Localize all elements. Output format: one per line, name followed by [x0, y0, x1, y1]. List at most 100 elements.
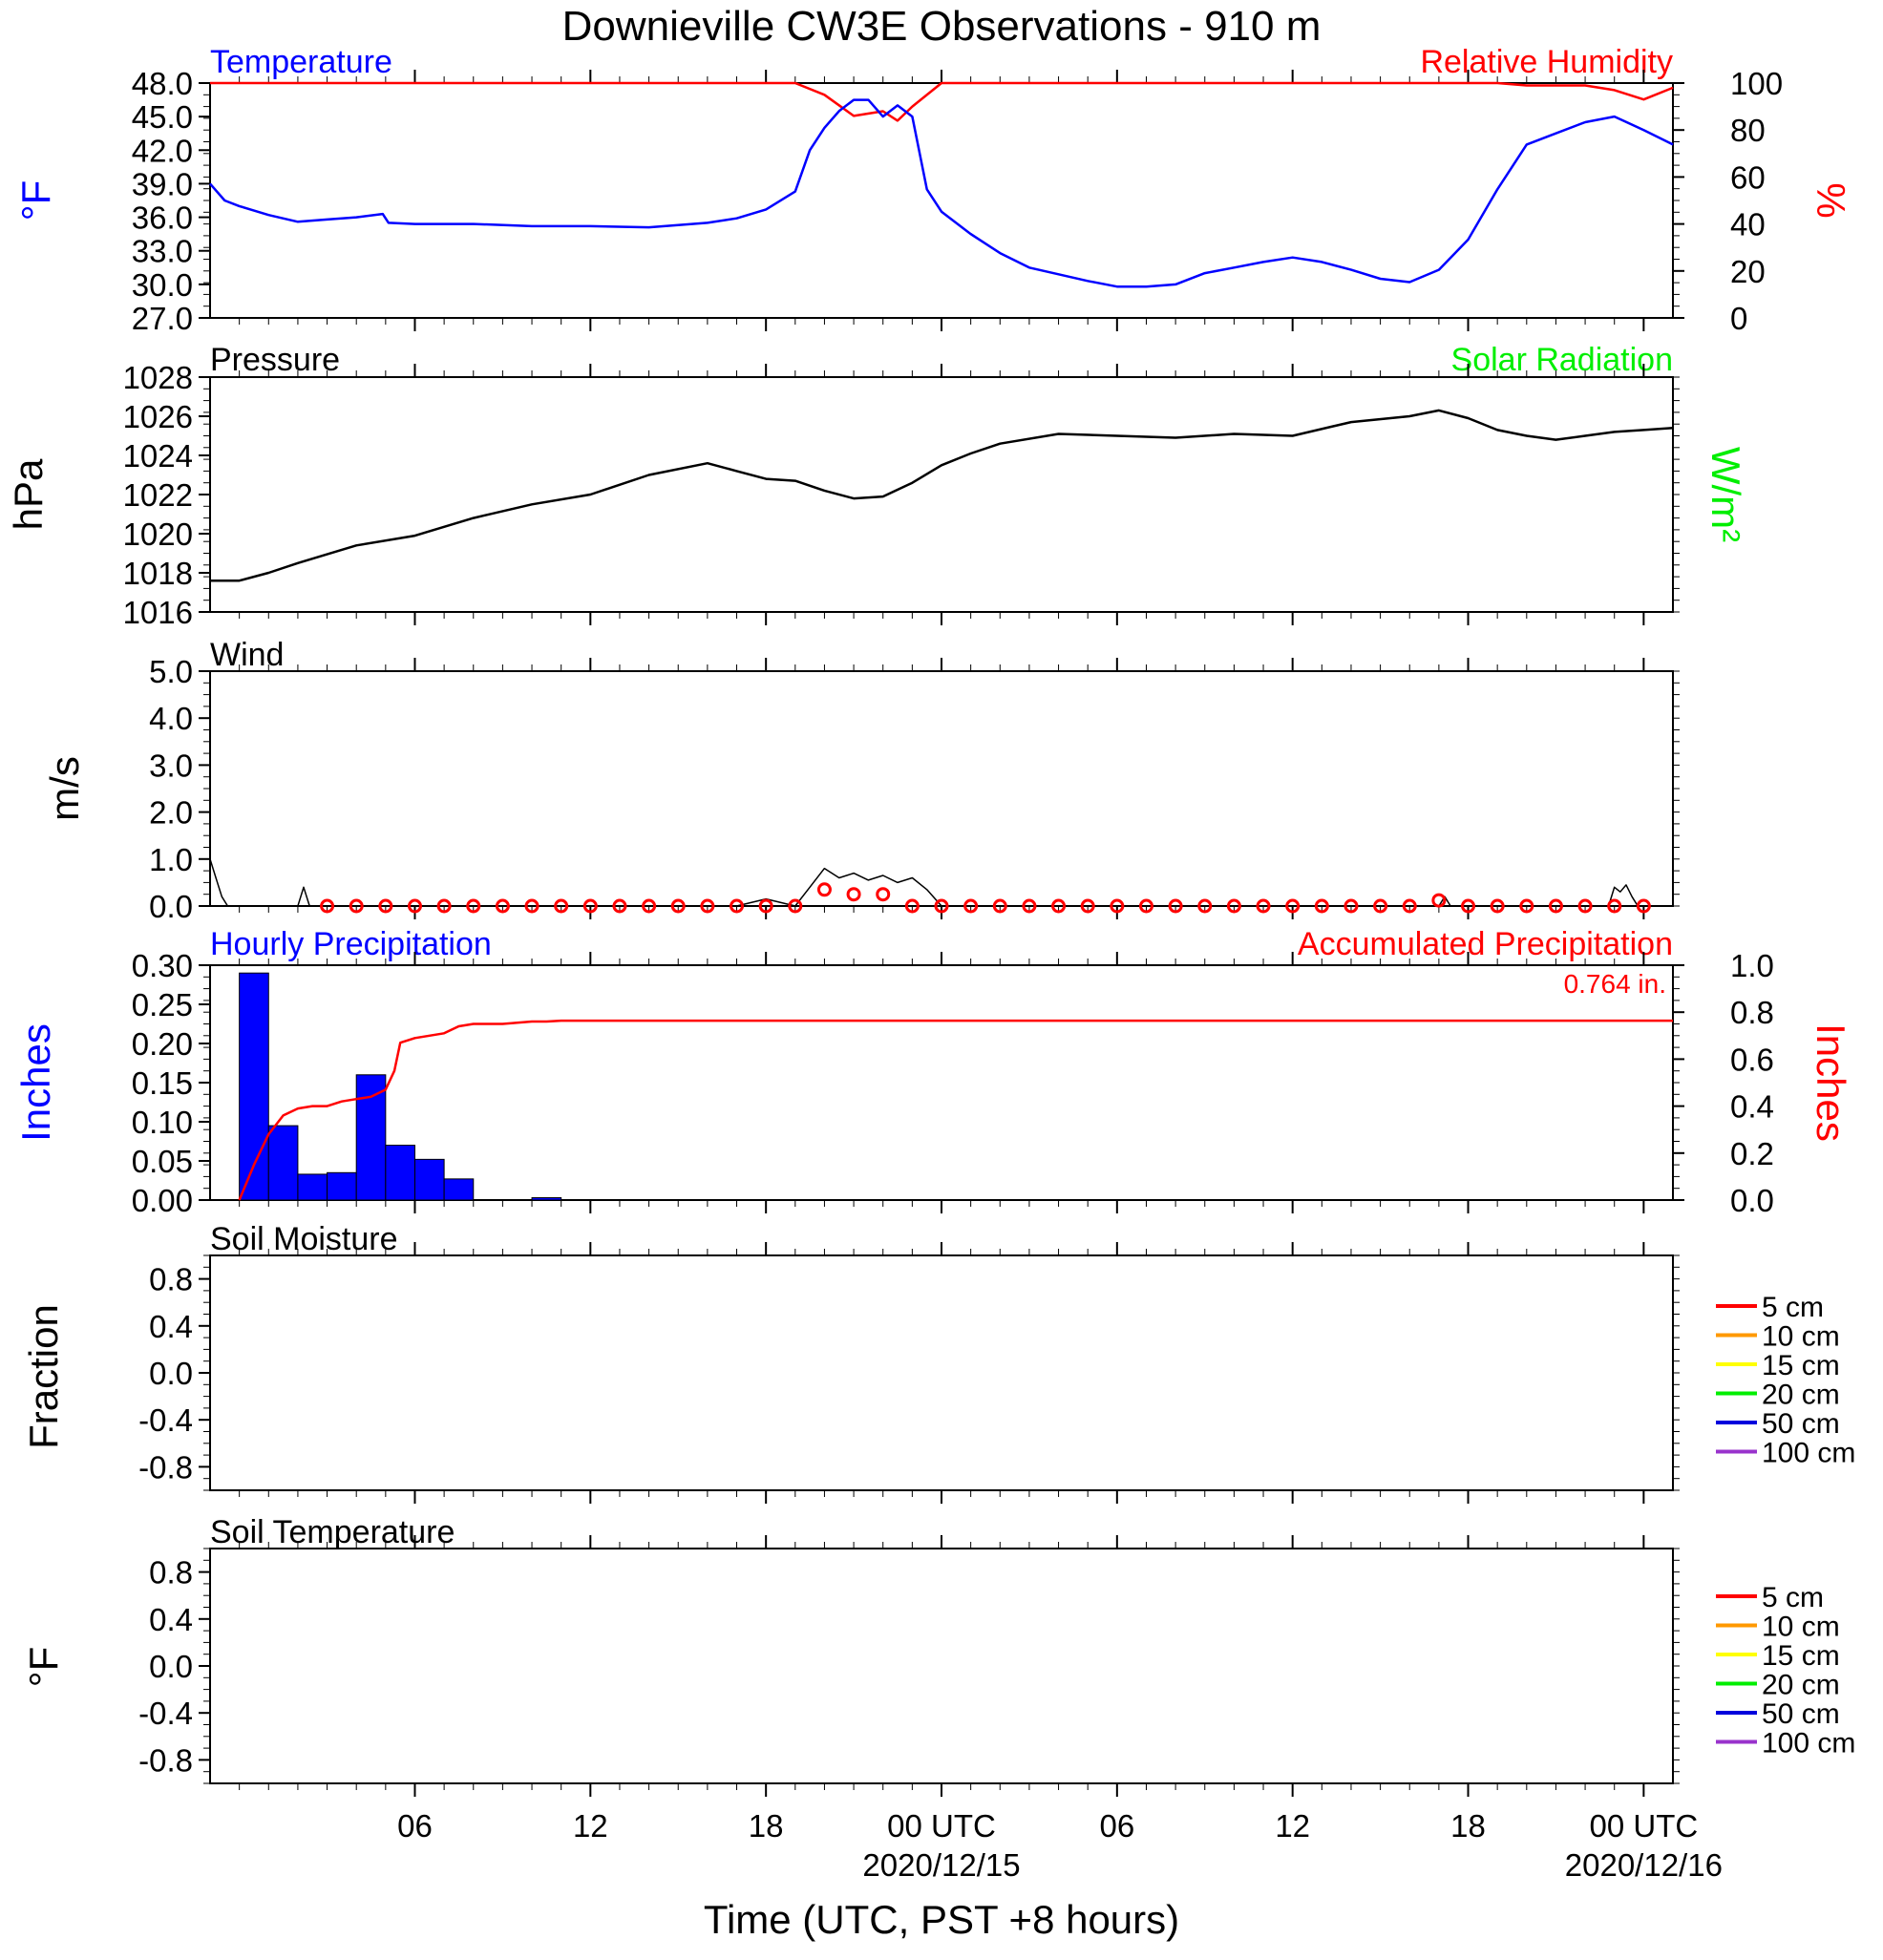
wind-marker: [1197, 898, 1213, 914]
temperature-panel: Temperature Relative Humidity °F % 27.03…: [13, 44, 1853, 336]
x-tick-label: 06: [1099, 1808, 1134, 1844]
y-tick-label: 42.0: [132, 133, 193, 168]
wind-marker: [876, 887, 891, 902]
y-tick-label: 1018: [123, 556, 193, 591]
y-tick-label: 5.0: [149, 654, 193, 689]
wind-marker: [407, 898, 422, 914]
wind-marker: [1256, 898, 1271, 914]
y-tick-label: 36.0: [132, 200, 193, 236]
humidity-line: [210, 81, 1674, 122]
y-right-tick-label: 0.0: [1730, 1183, 1774, 1218]
wind-marker: [992, 898, 1007, 914]
temperature-title: Temperature: [210, 44, 392, 80]
wind-marker: [1022, 898, 1037, 914]
y-tick-label: 0.30: [132, 948, 193, 983]
wind-marker: [670, 898, 686, 914]
wind-marker: [1314, 898, 1329, 914]
y-tick-label: 2.0: [149, 795, 193, 831]
figure-title: Downieville CW3E Observations - 910 m: [562, 3, 1322, 50]
wind-marker: [1577, 898, 1593, 914]
soil-temperature-title: Soil Temperature: [210, 1514, 455, 1550]
y-tick-label: 1016: [123, 595, 193, 630]
wind-marker: [466, 898, 481, 914]
wind-marker: [349, 898, 364, 914]
soil-moisture-title: Soil Moisture: [210, 1221, 398, 1257]
wind-marker: [1226, 898, 1241, 914]
y-tick-label: 1020: [123, 516, 193, 552]
wind-speed-line: [209, 858, 1639, 907]
y-tick-label: 1.0: [149, 842, 193, 877]
precip-bar: [267, 1125, 299, 1201]
hourly-precip-ylabel: Inches: [13, 1023, 58, 1142]
wind-marker: [758, 898, 773, 914]
wind-marker: [1051, 898, 1067, 914]
pressure-ylabel: hPa: [6, 458, 51, 530]
hourly-precip-title: Hourly Precipitation: [210, 926, 492, 962]
soil-moisture-ylabel: Fraction: [21, 1304, 66, 1449]
wind-marker: [846, 887, 861, 902]
wind-marker: [816, 882, 832, 897]
x-tick-label: 18: [749, 1808, 784, 1844]
y-tick-label: 4.0: [149, 701, 193, 736]
soil-temperature-panel: Soil Temperature °F -0.8 -0.4 0.0 0.4 0.8 5 …: [21, 1514, 1855, 1797]
y-tick-label: 0.8: [149, 1262, 193, 1297]
y-right-tick-label: 80: [1730, 113, 1766, 148]
wind-marker: [1343, 898, 1359, 914]
x-tick-label: 00 UTC: [887, 1808, 996, 1844]
precip-x-ticks: [239, 952, 1645, 1213]
y-right-tick-label: 60: [1730, 159, 1766, 195]
wind-plot-area: [209, 858, 1651, 914]
y-tick-label: 0.4: [149, 1602, 193, 1637]
legend-label: 20 cm: [1762, 1380, 1840, 1411]
soil-temperature-ylabel: °F: [21, 1647, 66, 1687]
wind-marker: [730, 898, 745, 914]
wind-marker: [1548, 898, 1563, 914]
wind-y-axis: 0.0 1.0 2.0 3.0 4.0 5.0: [149, 654, 1680, 924]
precip-bar: [355, 1074, 387, 1201]
x-tick-label: 00 UTC: [1590, 1808, 1699, 1844]
legend-label: 15 cm: [1762, 1640, 1840, 1672]
y-tick-label: 39.0: [132, 166, 193, 201]
y-tick-label: 1026: [123, 399, 193, 434]
pressure-panel: Pressure Solar Radiation hPa W/m² 101610…: [6, 342, 1748, 630]
y-tick-label: 0.4: [149, 1309, 193, 1344]
pressure-title: Pressure: [210, 342, 340, 378]
y-right-tick-label: 20: [1730, 254, 1766, 289]
wind-marker: [378, 898, 393, 914]
temperature-plot-area: [209, 81, 1674, 288]
legend-label: 5 cm: [1762, 1582, 1824, 1613]
y-tick-label: -0.8: [138, 1742, 193, 1778]
temperature-ylabel: °F: [13, 180, 58, 221]
wind-marker: [436, 898, 452, 914]
legend-label: 15 cm: [1762, 1350, 1840, 1381]
wind-marker: [524, 898, 540, 914]
wind-title: Wind: [210, 637, 284, 673]
temperature-x-ticks: [239, 70, 1645, 331]
legend-label: 10 cm: [1762, 1321, 1840, 1353]
x-date-label: 2020/12/16: [1565, 1847, 1723, 1883]
y-right-tick-label: 100: [1730, 66, 1783, 101]
y-right-tick-label: 40: [1730, 207, 1766, 242]
x-tick-label: 18: [1450, 1808, 1486, 1844]
precip-bar: [385, 1145, 415, 1201]
y-tick-label: 0.00: [132, 1183, 193, 1218]
precipitation-panel: Hourly Precipitation Accumulated Precipi…: [13, 926, 1853, 1218]
y-tick-label: 0.0: [149, 1356, 193, 1391]
y-tick-label: 30.0: [132, 267, 193, 303]
wind-panel: Wind m/s 0.0 1.0 2.0 3.0 4.0 5.0: [42, 637, 1680, 924]
pressure-line: [210, 409, 1674, 582]
wind-marker: [963, 898, 979, 914]
solar-title: Solar Radiation: [1451, 342, 1673, 378]
y-tick-label: 0.15: [132, 1065, 193, 1101]
legend-label: 50 cm: [1762, 1408, 1840, 1440]
y-tick-label: 27.0: [132, 301, 193, 336]
accum-precip-total: 0.764 in.: [1564, 969, 1666, 999]
wind-marker: [1373, 898, 1388, 914]
wind-marker: [788, 898, 803, 914]
wind-marker: [554, 898, 569, 914]
pressure-plot-area: [210, 409, 1674, 582]
